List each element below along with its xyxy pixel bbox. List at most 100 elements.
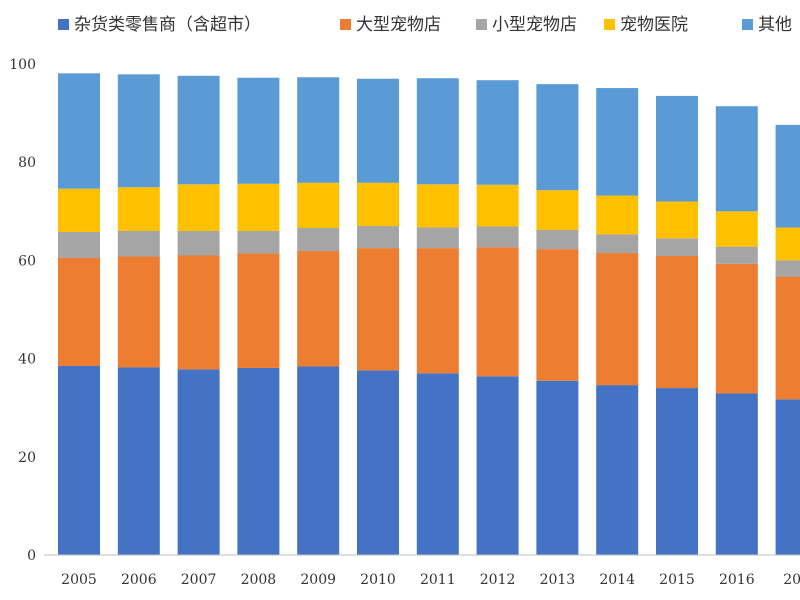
chart-legend: 杂货类零售商（含超市） 大型宠物店 小型宠物店 宠物医院 其他 <box>58 15 792 35</box>
x-tick-label: 2010 <box>360 572 396 588</box>
bar-segment-5-2011 <box>416 78 459 185</box>
bar-segment-3-2013 <box>536 229 579 250</box>
bar-stack-2005 <box>58 73 100 555</box>
bar-segment-3-2006 <box>117 230 160 257</box>
bar-segment-1-2011 <box>416 373 459 555</box>
y-tick-label: 20 <box>18 450 36 466</box>
bar-segment-3-2017 <box>775 260 800 277</box>
legend-swatch <box>340 19 351 30</box>
bar-segment-4-2009 <box>297 182 340 228</box>
bar-segment-2-2011 <box>416 248 459 374</box>
bar-segment-2-2015 <box>656 255 698 389</box>
legend-item: 宠物医院 <box>604 15 688 35</box>
bar-segment-2-2013 <box>536 249 579 381</box>
bar-segment-2-2012 <box>476 247 519 377</box>
bar-segment-4-2013 <box>536 190 579 230</box>
legend-label: 小型宠物店 <box>492 15 577 35</box>
bar-segment-1-2005 <box>58 365 100 555</box>
legend-label: 其他 <box>758 15 792 35</box>
bar-segment-4-2010 <box>357 182 399 227</box>
bar-stack-2015 <box>656 95 698 555</box>
x-axis: 2005 2006 2007 2008 2009 2010 2011 2012 2013 2014… <box>61 572 800 588</box>
bar-segment-5-2016 <box>715 106 758 212</box>
bar-segment-4-2008 <box>237 183 280 231</box>
bar-segment-1-2014 <box>596 385 639 555</box>
bar-segment-1-2010 <box>357 370 399 555</box>
legend-swatch <box>604 19 615 30</box>
bar-stack-2016 <box>715 106 758 555</box>
bar-segment-4-2007 <box>177 184 220 231</box>
bar-stack-2009 <box>297 77 340 555</box>
bar-segment-5-2015 <box>656 95 698 202</box>
bar-stack-2006 <box>117 74 160 555</box>
legend-item: 杂货类零售商（含超市） <box>58 15 261 35</box>
bar-segment-4-2016 <box>715 211 758 247</box>
bar-segment-3-2010 <box>357 226 399 249</box>
y-tick-label: 40 <box>18 352 36 368</box>
x-tick-label: 2014 <box>599 572 635 588</box>
bar-segment-4-2006 <box>117 187 160 231</box>
x-tick-label: 2007 <box>181 572 217 588</box>
y-tick-label: 60 <box>18 253 36 269</box>
bar-segment-4-2005 <box>58 188 100 232</box>
bar-segment-3-2016 <box>715 246 758 264</box>
bar-segment-3-2008 <box>237 230 280 254</box>
bar-segment-4-2015 <box>656 201 698 239</box>
x-tick-label: 2009 <box>300 572 336 588</box>
bar-stack-2012 <box>476 80 519 555</box>
bar-segment-4-2012 <box>476 184 519 227</box>
x-tick-label: 2012 <box>480 572 516 588</box>
legend-swatch <box>58 19 69 30</box>
x-tick-label: 2013 <box>540 572 576 588</box>
bar-segment-2-2017 <box>775 276 800 400</box>
bar-segment-1-2016 <box>715 393 758 555</box>
bar-segment-5-2005 <box>58 73 100 189</box>
bar-segment-3-2012 <box>476 226 519 248</box>
legend-label: 杂货类零售商（含超市） <box>74 15 261 35</box>
legend-item: 小型宠物店 <box>476 15 577 35</box>
x-tick-label: 2011 <box>420 572 456 588</box>
bar-segment-4-2014 <box>596 195 639 235</box>
x-tick-label: 2008 <box>241 572 277 588</box>
bar-segment-3-2009 <box>297 227 340 252</box>
legend-item: 其他 <box>742 15 792 35</box>
bar-segment-5-2007 <box>177 75 220 185</box>
bar-segment-1-2007 <box>177 369 220 555</box>
bar-stack-2007 <box>177 75 220 555</box>
legend-label: 宠物医院 <box>620 15 688 35</box>
y-tick-label: 100 <box>9 57 36 73</box>
bar-segment-1-2013 <box>536 380 579 555</box>
bar-segment-5-2017 <box>775 124 800 228</box>
bar-segment-1-2017 <box>775 399 800 555</box>
bar-segment-2-2007 <box>177 255 220 370</box>
bar-segment-3-2014 <box>596 234 639 254</box>
bar-segment-5-2012 <box>476 80 519 185</box>
bar-segment-2-2014 <box>596 253 639 386</box>
legend-swatch <box>476 19 487 30</box>
bar-segment-1-2009 <box>297 366 340 555</box>
bar-segment-4-2017 <box>775 227 800 261</box>
bar-segment-5-2010 <box>357 78 399 183</box>
bar-segment-5-2009 <box>297 77 340 183</box>
bar-segment-2-2006 <box>117 256 160 368</box>
bar-segment-3-2015 <box>656 238 698 256</box>
bar-segment-1-2015 <box>656 388 698 555</box>
bar-stack-2008 <box>237 77 280 555</box>
legend-swatch <box>742 19 753 30</box>
bar-segment-2-2016 <box>715 263 758 394</box>
bar-segment-2-2009 <box>297 251 340 367</box>
bar-segment-4-2011 <box>416 184 459 228</box>
bar-segment-2-2005 <box>58 257 100 366</box>
bar-segment-5-2013 <box>536 84 579 191</box>
bar-segment-5-2006 <box>117 74 160 188</box>
x-tick-label: 201 <box>783 572 800 588</box>
y-axis: 0 20 40 60 80 100 <box>9 57 36 564</box>
bar-segment-5-2008 <box>237 77 280 184</box>
legend-label: 大型宠物店 <box>356 15 441 35</box>
bar-segment-2-2008 <box>237 253 280 368</box>
bar-segment-3-2007 <box>177 230 220 256</box>
bar-segment-2-2010 <box>357 248 399 371</box>
bars <box>58 73 800 555</box>
bar-stack-2013 <box>536 84 579 555</box>
